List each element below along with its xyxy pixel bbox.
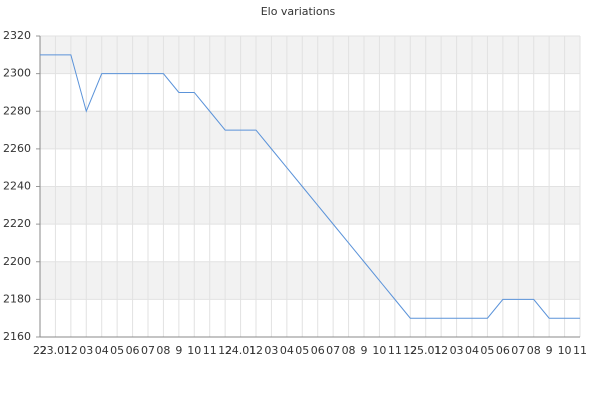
x-tick-label: 25.01 (410, 344, 442, 357)
y-tick-label: 2160 (3, 330, 31, 343)
x-tick-label: 9 (361, 344, 368, 357)
y-tick-label: 2180 (3, 292, 31, 305)
x-tick-label: 03 (79, 344, 93, 357)
grid-band (40, 186, 580, 225)
y-tick-label: 2320 (3, 29, 31, 42)
x-tick-label: 23.01 (40, 344, 72, 357)
x-tick-label: 10 (187, 344, 201, 357)
x-tick-label: 11 (388, 344, 402, 357)
y-tick-label: 2220 (3, 217, 31, 230)
y-tick-label: 2280 (3, 104, 31, 117)
chart-title: Elo variations (261, 5, 336, 18)
x-tick-label: 05 (295, 344, 309, 357)
line (40, 54, 580, 319)
x-tick-label: 9 (175, 344, 182, 357)
x-tick-label: 03 (450, 344, 464, 357)
grid-band (40, 261, 580, 300)
x-tick-label: 03 (264, 344, 278, 357)
x-tick-label: 06 (496, 344, 510, 357)
x-tick-label: 11 (203, 344, 217, 357)
grid-band (40, 36, 580, 74)
x-tick-label: 12 (64, 344, 78, 357)
grid-band (40, 111, 580, 149)
x-tick-label: 05 (480, 344, 494, 357)
x-tick-label: 04 (280, 344, 294, 357)
x-tick-label: 08 (527, 344, 541, 357)
x-tick-label: 24.01 (225, 344, 257, 357)
x-tick-label: 9 (546, 344, 553, 357)
x-tick-label: 05 (110, 344, 124, 357)
x-tick-label: 08 (156, 344, 170, 357)
x-tick-label: 10 (372, 344, 386, 357)
y-tick-label: 2240 (3, 180, 31, 193)
x-tick-label: 04 (465, 344, 479, 357)
x-tick-label: 12 (218, 344, 232, 357)
x-tick-label: 12 (403, 344, 417, 357)
x-tick-label: 10 (558, 344, 572, 357)
x-tick-label: 07 (511, 344, 525, 357)
x-tick-label: 06 (126, 344, 140, 357)
x-tick-label: 06 (311, 344, 325, 357)
x-tick-label: 04 (95, 344, 109, 357)
x-tick-label: 07 (141, 344, 155, 357)
x-tick-label: 22 (33, 344, 47, 357)
x-tick-label: 11 (573, 344, 587, 357)
y-tick-label: 2260 (3, 142, 31, 155)
x-tick-label: 08 (342, 344, 356, 357)
x-tick-label: 07 (326, 344, 340, 357)
x-tick-label: 12 (434, 344, 448, 357)
y-tick-label: 2200 (3, 255, 31, 268)
y-tick-label: 2300 (3, 67, 31, 80)
x-tick-label: 12 (249, 344, 263, 357)
